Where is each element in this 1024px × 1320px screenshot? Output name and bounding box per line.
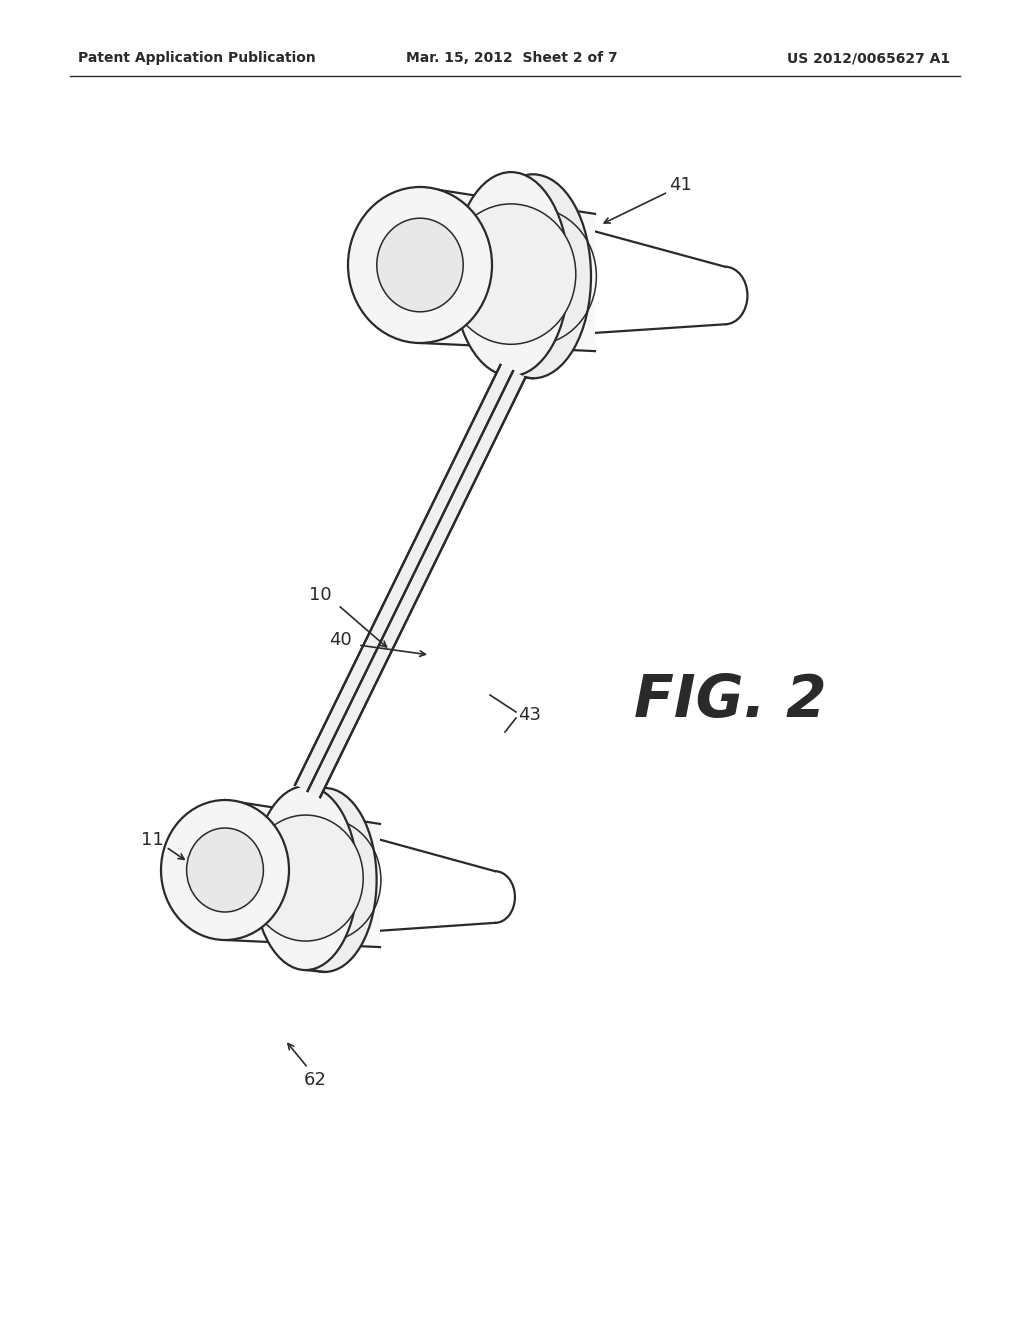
Text: Mar. 15, 2012  Sheet 2 of 7: Mar. 15, 2012 Sheet 2 of 7 (407, 51, 617, 65)
Text: 11: 11 (140, 832, 164, 849)
Text: 43: 43 (518, 706, 542, 723)
Polygon shape (313, 821, 495, 936)
Ellipse shape (348, 187, 492, 343)
Text: 41: 41 (669, 176, 691, 194)
Ellipse shape (254, 785, 357, 970)
Text: 40: 40 (329, 631, 351, 649)
Text: 10: 10 (308, 586, 332, 605)
Text: Patent Application Publication: Patent Application Publication (78, 51, 315, 65)
Ellipse shape (475, 174, 591, 379)
Ellipse shape (272, 788, 377, 972)
Ellipse shape (248, 814, 364, 941)
Polygon shape (295, 364, 525, 797)
Text: FIG. 2: FIG. 2 (634, 672, 826, 729)
Ellipse shape (186, 828, 263, 912)
Polygon shape (225, 800, 380, 948)
Ellipse shape (453, 172, 569, 376)
Ellipse shape (446, 203, 575, 345)
Text: US 2012/0065627 A1: US 2012/0065627 A1 (786, 51, 950, 65)
Text: 62: 62 (303, 1071, 327, 1089)
Ellipse shape (377, 218, 463, 312)
Polygon shape (420, 187, 595, 351)
Polygon shape (520, 210, 725, 338)
Ellipse shape (161, 800, 289, 940)
